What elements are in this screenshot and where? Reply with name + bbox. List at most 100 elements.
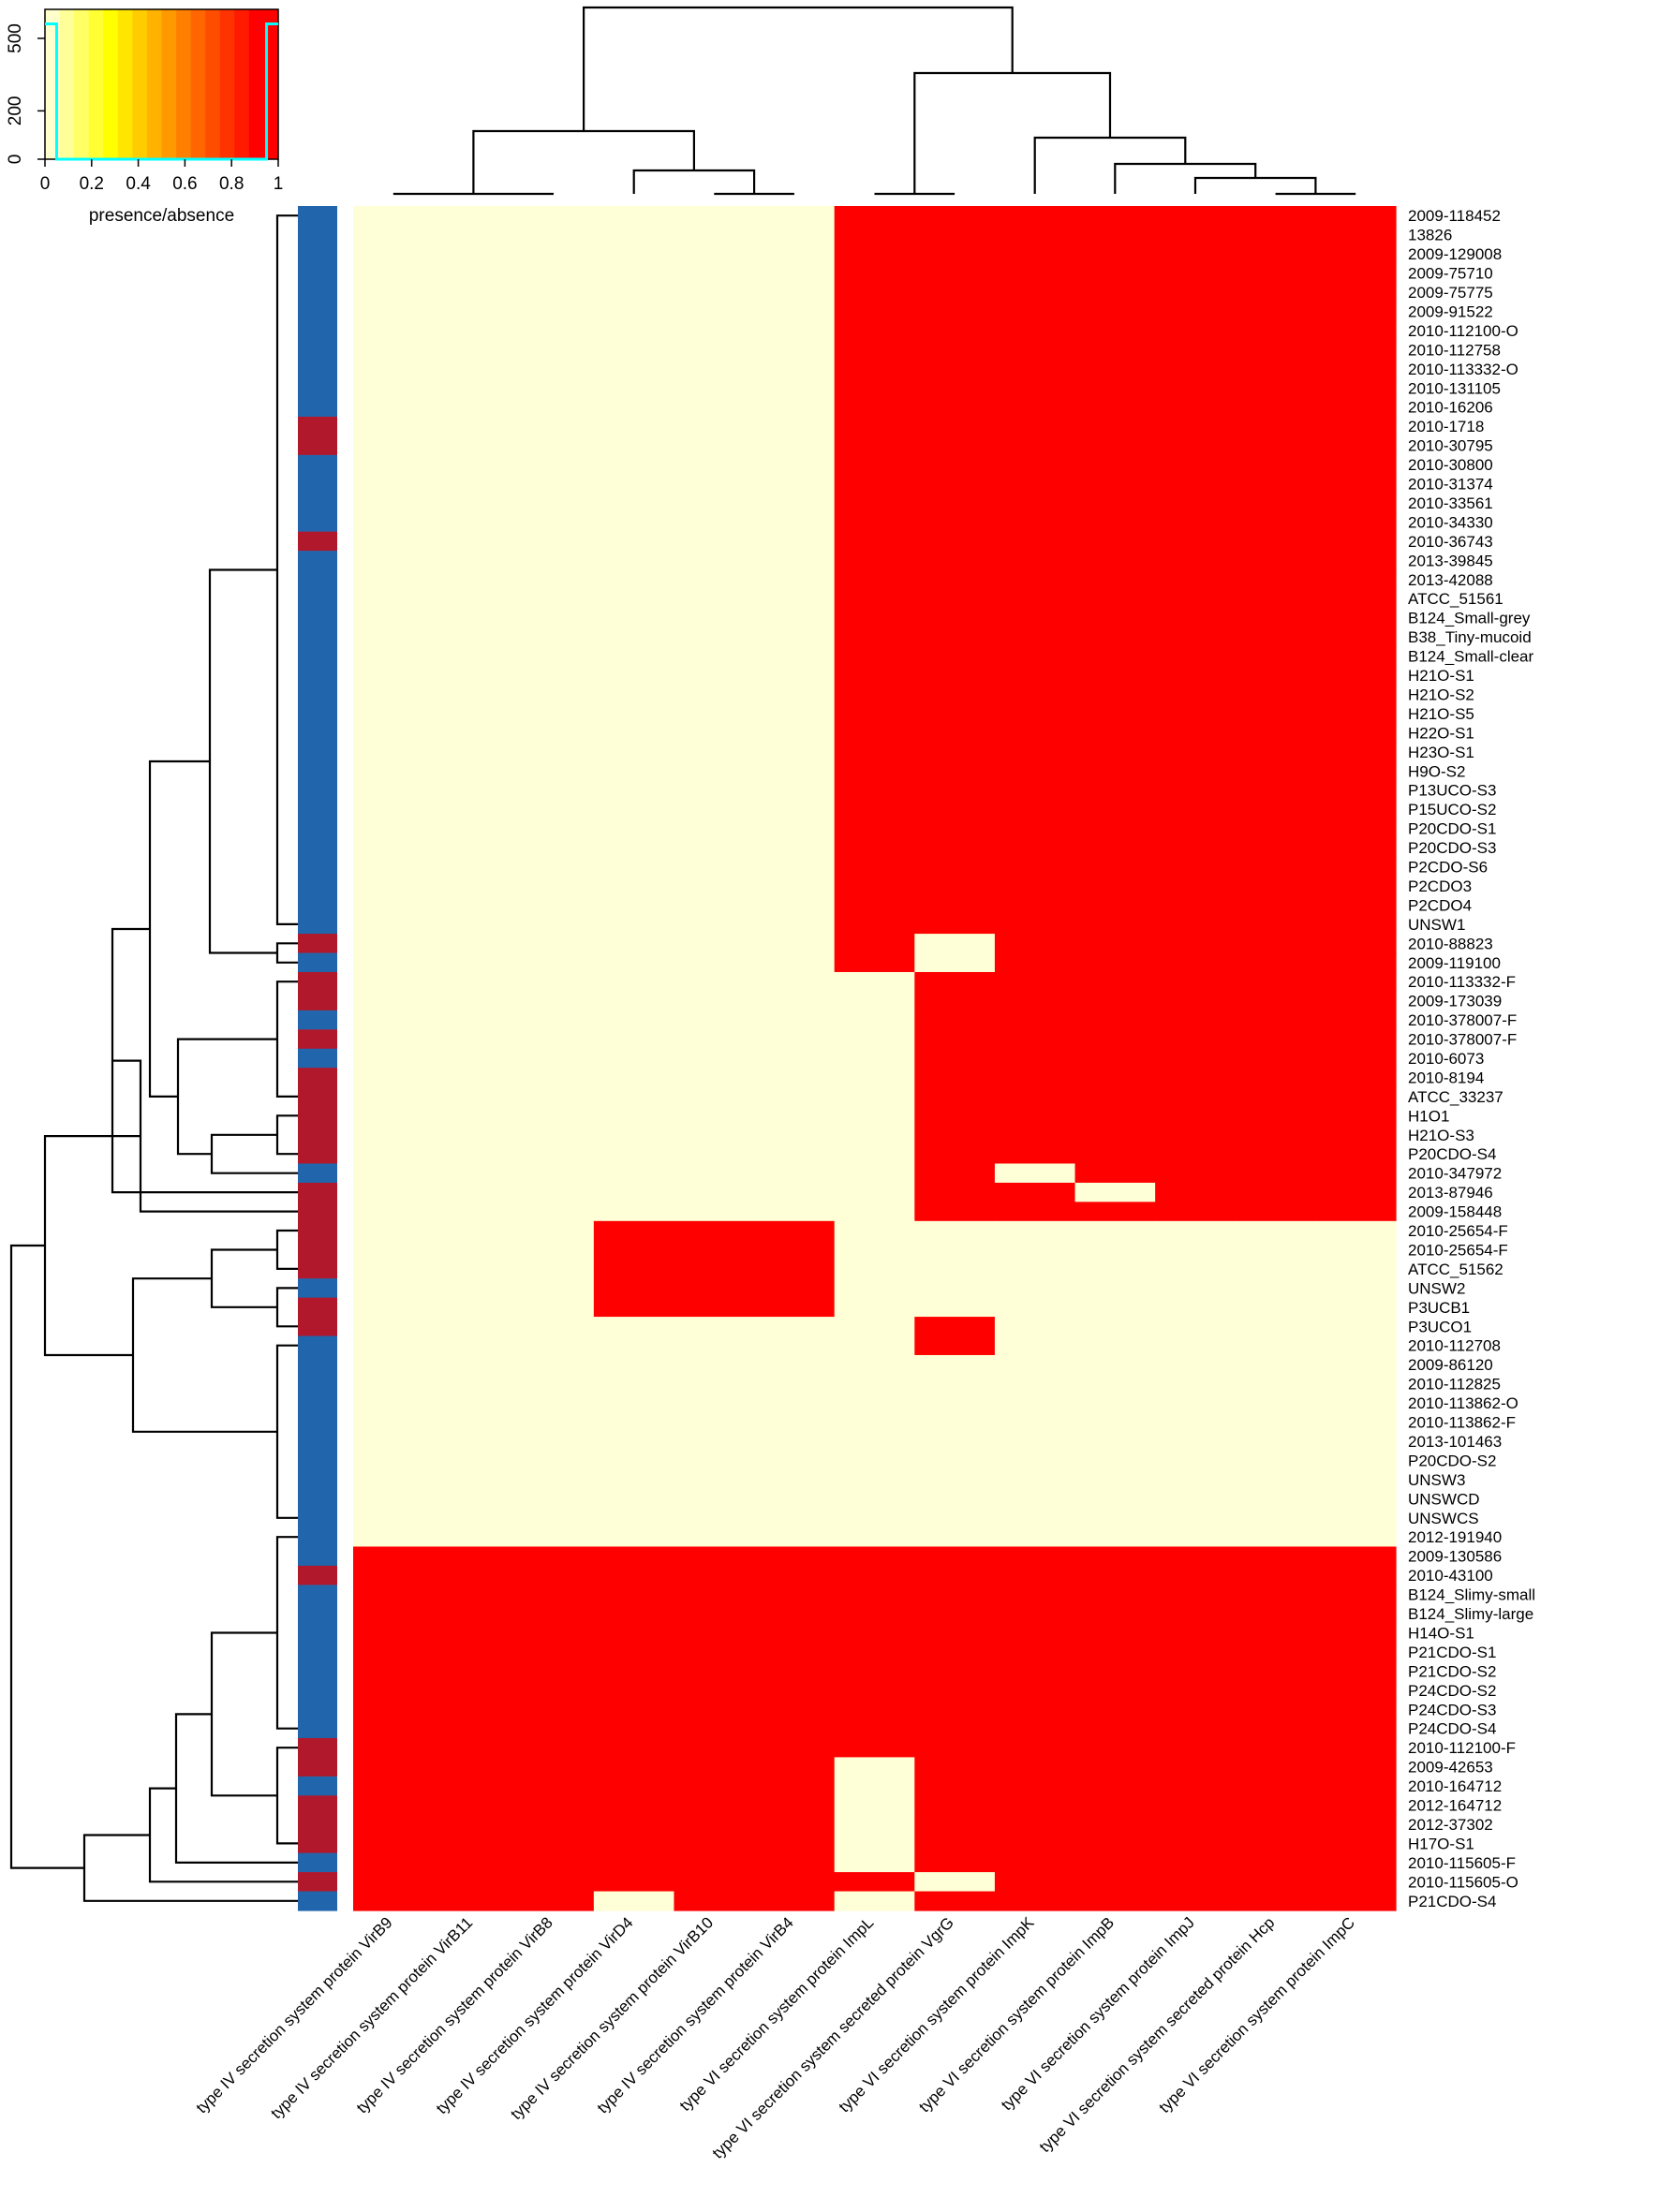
heatmap-cell	[353, 378, 435, 399]
heatmap-cell	[674, 1393, 755, 1413]
heatmap-cell	[994, 1144, 1076, 1165]
heatmap-cell	[1315, 1834, 1397, 1854]
row-label: H22O-S1	[1408, 724, 1474, 742]
heatmap-cell	[1235, 1661, 1316, 1682]
heatmap-cell	[834, 1737, 915, 1759]
heatmap-cell	[1074, 1776, 1156, 1796]
heatmap-cell	[834, 1335, 915, 1356]
heatmap-cell	[914, 1278, 996, 1299]
heatmap-cell	[1315, 1680, 1397, 1701]
heatmap-cell	[513, 512, 595, 533]
heatmap-cell	[1074, 1623, 1156, 1644]
heatmap-cell	[1074, 685, 1156, 705]
heatmap-cell	[1235, 1469, 1316, 1490]
heatmap-cell	[433, 818, 514, 839]
heatmap-cell	[353, 1029, 435, 1050]
heatmap-cell	[593, 1297, 675, 1318]
heatmap-cell	[1315, 1086, 1397, 1107]
heatmap-cell	[1315, 1144, 1397, 1165]
column-dendrogram-link	[472, 129, 695, 194]
heatmap-cell	[834, 1814, 915, 1835]
heatmap-cell	[914, 1163, 996, 1184]
heatmap-cell	[674, 1757, 755, 1777]
heatmap-cell	[994, 723, 1076, 744]
heatmap-cell	[1235, 416, 1316, 436]
row-side-color-cell	[298, 378, 337, 399]
heatmap-cell	[834, 876, 915, 896]
heatmap-cell	[994, 1010, 1076, 1030]
heatmap-cell	[834, 1163, 915, 1184]
heatmap-cell	[593, 302, 675, 322]
heatmap-cell	[1235, 435, 1316, 456]
heatmap-cell	[593, 1220, 675, 1241]
heatmap-cell	[593, 1086, 675, 1107]
heatmap-cell	[433, 876, 514, 896]
heatmap-cell	[674, 531, 755, 552]
heatmap-cell	[1315, 512, 1397, 533]
heatmap-cell	[754, 1795, 836, 1816]
row-label: 2010-34330	[1408, 513, 1493, 531]
heatmap-cell	[1315, 1412, 1397, 1433]
heatmap-cell	[1315, 646, 1397, 667]
heatmap-cell	[674, 493, 755, 513]
heatmap-cell	[834, 340, 915, 361]
row-side-color-cell	[298, 416, 337, 436]
heatmap-cell	[994, 1278, 1076, 1299]
heatmap-cell	[754, 665, 836, 686]
row-side-color-cell	[298, 1278, 337, 1299]
color-key: 0 0.2 0.4 0.6 0.8 1 0 200 500 presence/absence	[6, 8, 283, 226]
heatmap-cell	[914, 818, 996, 839]
heatmap-cell	[1074, 608, 1156, 628]
heatmap-cell	[1235, 1374, 1316, 1394]
heatmap-cell	[513, 243, 595, 264]
row-dendrogram-link	[9, 1244, 84, 1869]
heatmap-cell	[754, 1546, 836, 1567]
row-side-color-cell	[298, 1451, 337, 1471]
heatmap-cell	[1074, 1412, 1156, 1433]
heatmap-cell	[513, 1374, 595, 1394]
heatmap-cell	[1074, 493, 1156, 513]
heatmap-cell	[834, 1642, 915, 1662]
heatmap-cell	[1155, 971, 1237, 993]
heatmap-cell	[914, 876, 996, 896]
heatmap-cell	[593, 1565, 675, 1585]
heatmap-cell	[754, 493, 836, 513]
heatmap-cell	[674, 837, 755, 858]
heatmap-cell	[914, 971, 996, 993]
heatmap-cell	[513, 761, 595, 782]
row-side-color-cell	[298, 914, 337, 935]
heatmap-cell	[593, 416, 675, 436]
heatmap-cell	[754, 1106, 836, 1127]
heatmap-cell	[513, 531, 595, 552]
heatmap-cell	[1235, 359, 1316, 379]
color-key-swatch	[132, 9, 148, 159]
heatmap-cell	[513, 685, 595, 705]
heatmap-cell	[513, 1297, 595, 1318]
heatmap-cell	[433, 1508, 514, 1528]
heatmap-cell	[353, 1469, 435, 1490]
heatmap-cell	[754, 608, 836, 628]
heatmap-cell	[513, 1737, 595, 1759]
heatmap-cell	[754, 1029, 836, 1050]
row-side-color-cell	[298, 493, 337, 513]
heatmap-cell	[674, 1431, 755, 1452]
heatmap-cell	[513, 1642, 595, 1662]
heatmap-cell	[674, 302, 755, 322]
heatmap-cell	[593, 1546, 675, 1567]
heatmap-cell	[674, 1029, 755, 1050]
row-side-color-cell	[298, 1125, 337, 1145]
heatmap-cell	[994, 1680, 1076, 1701]
heatmap-cell	[754, 1317, 836, 1337]
heatmap-cell	[994, 1374, 1076, 1394]
heatmap-cell	[674, 243, 755, 264]
heatmap-cell	[994, 876, 1076, 896]
heatmap-cell	[513, 1163, 595, 1184]
heatmap-cell	[754, 1852, 836, 1873]
row-side-color-cell	[298, 1010, 337, 1030]
heatmap-cell	[834, 934, 915, 954]
column-dendrogram-link	[1193, 176, 1317, 194]
row-label: 2010-347972	[1408, 1165, 1502, 1183]
heatmap-cell	[1074, 1451, 1156, 1471]
heatmap-cell	[1155, 340, 1237, 361]
heatmap-cell	[1315, 1029, 1397, 1050]
